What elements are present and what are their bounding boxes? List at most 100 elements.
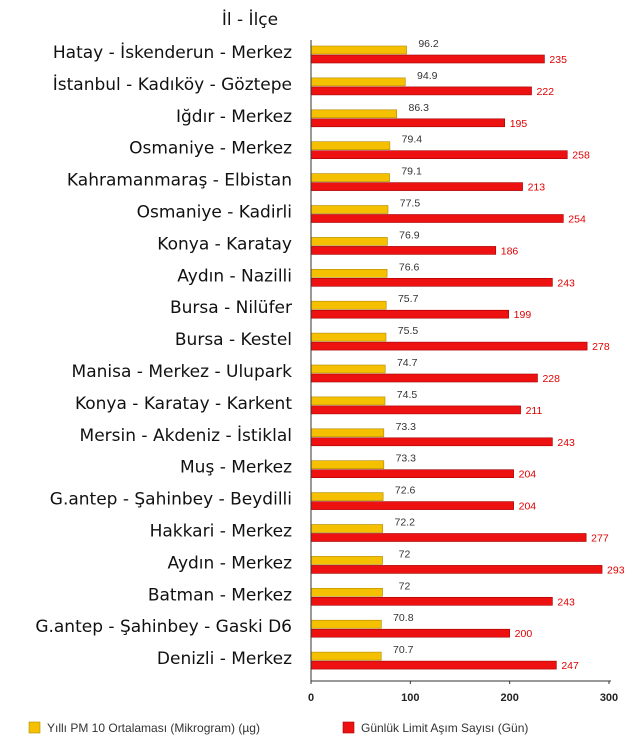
value-label-exceedance: 293 <box>607 564 625 576</box>
x-tick-label: 100 <box>401 692 419 704</box>
category-label: Hakkari - Merkez <box>150 522 292 542</box>
bar-exceedance <box>310 501 514 510</box>
bar-pm10 <box>310 460 385 470</box>
bar-pm10 <box>310 109 398 119</box>
value-label-exceedance: 204 <box>519 469 537 481</box>
bar-exceedance <box>310 405 521 415</box>
bar-pm10 <box>310 619 382 629</box>
bar-pm10 <box>310 492 384 501</box>
value-label-exceedance: 235 <box>549 54 567 66</box>
value-label-pm10: 76.9 <box>399 229 420 241</box>
x-tick-label: 0 <box>308 692 314 704</box>
value-label-exceedance: 199 <box>514 309 532 321</box>
bar-pm10 <box>310 141 391 150</box>
bar-pm10 <box>310 396 386 406</box>
value-label-pm10: 73.3 <box>396 421 417 433</box>
category-label: Kahramanmaraş - Elbistan <box>67 171 292 191</box>
bar-pm10 <box>310 77 406 87</box>
value-label-pm10: 96.2 <box>418 38 439 50</box>
legend: Yıllı PM 10 Ortalaması (Mikrogram) (µg) G… <box>28 721 528 735</box>
value-label-exceedance: 278 <box>592 341 610 353</box>
value-label-pm10: 72.6 <box>395 485 416 497</box>
category-header: İl - İlçe <box>222 9 278 30</box>
value-label-exceedance: 258 <box>572 150 590 162</box>
x-tick-label: 300 <box>600 692 618 704</box>
value-label-exceedance: 228 <box>542 373 560 385</box>
value-label-exceedance: 247 <box>561 660 579 672</box>
bar-pm10 <box>310 556 383 565</box>
category-label: Osmaniye - Kadirli <box>137 203 292 223</box>
bar-exceedance <box>310 150 568 159</box>
value-label-pm10: 74.5 <box>397 389 418 401</box>
value-label-exceedance: 186 <box>501 245 519 257</box>
value-label-pm10: 72 <box>399 580 411 592</box>
category-label: G.antep - Şahinbey - Beydilli <box>50 490 292 510</box>
bar-exceedance <box>310 54 545 64</box>
legend-label-exceedance: Günlük Limit Aşım Sayısı (Gün) <box>361 721 528 735</box>
value-label-pm10: 72.2 <box>394 517 415 529</box>
category-label: Aydın - Merkez <box>167 553 292 573</box>
legend-swatch-exceedance <box>342 721 355 734</box>
bar-pm10 <box>310 364 386 374</box>
category-label: Bursa - Kestel <box>175 330 292 350</box>
bar-pm10 <box>310 300 387 310</box>
value-label-pm10: 79.1 <box>401 166 422 178</box>
bar-exceedance <box>310 118 505 128</box>
bar-exceedance <box>310 309 509 319</box>
value-label-pm10: 77.5 <box>400 198 421 210</box>
bar-exceedance <box>310 214 564 223</box>
value-label-pm10: 75.7 <box>398 293 419 305</box>
bar-exceedance <box>310 86 532 96</box>
bar-pm10 <box>310 205 389 214</box>
bar-pm10 <box>310 173 390 182</box>
bar-exceedance <box>310 596 553 606</box>
value-label-exceedance: 243 <box>557 277 575 289</box>
legend-label-pm10: Yıllı PM 10 Ortalaması (Mikrogram) (µg) <box>47 721 260 735</box>
bar-pm10 <box>310 237 388 246</box>
category-label: Aydın - Nazilli <box>177 266 292 286</box>
category-label: Denizli - Merkez <box>157 649 292 669</box>
bar-exceedance <box>310 246 497 255</box>
bar-exceedance <box>310 182 523 191</box>
category-label: Bursa - Nilüfer <box>170 298 292 318</box>
bars-group <box>310 45 603 670</box>
category-label: Muş - Merkez <box>180 458 292 478</box>
value-label-exceedance: 243 <box>557 437 575 449</box>
value-label-pm10: 70.7 <box>393 644 414 656</box>
legend-swatch-pm10 <box>28 721 41 734</box>
category-label: Hatay - İskenderun - Merkez <box>53 42 292 63</box>
category-label: Mersin - Akdeniz - İstiklal <box>80 425 292 446</box>
bar-exceedance <box>310 533 587 542</box>
bar-pm10 <box>310 268 388 278</box>
value-label-pm10: 76.6 <box>399 261 420 273</box>
x-axis: 0 100 200 300 <box>308 40 618 704</box>
x-tick-label: 200 <box>500 692 518 704</box>
bar-pm10 <box>310 428 385 438</box>
category-labels: Hatay - İskenderun - Merkez İstanbul - Ka… <box>35 42 292 669</box>
bar-pm10 <box>310 524 384 533</box>
value-label-pm10: 79.4 <box>402 134 423 146</box>
category-label: Osmaniye - Merkez <box>129 139 292 159</box>
category-label: Batman - Merkez <box>148 585 292 605</box>
category-label: Konya - Karatay <box>157 234 292 254</box>
value-label-pm10: 74.7 <box>397 357 418 369</box>
value-labels: 96.2 235 94.9 222 86.3 195 79.4 258 79.1 213 77.5 2… <box>393 38 625 672</box>
value-label-exceedance: 213 <box>528 182 546 194</box>
value-label-pm10: 86.3 <box>409 102 430 114</box>
value-label-exceedance: 204 <box>519 501 537 513</box>
bar-exceedance <box>310 565 603 574</box>
value-label-exceedance: 254 <box>568 214 586 226</box>
category-label: İstanbul - Kadıköy - Göztepe <box>53 74 292 95</box>
value-label-pm10: 73.3 <box>396 453 417 465</box>
bar-pm10 <box>310 332 387 342</box>
value-label-exceedance: 222 <box>537 86 555 98</box>
bar-exceedance <box>310 437 553 447</box>
bar-pm10 <box>310 45 407 55</box>
value-label-exceedance: 195 <box>510 118 528 130</box>
bar-exceedance <box>310 373 538 383</box>
value-label-pm10: 72 <box>399 548 411 560</box>
value-label-pm10: 70.8 <box>393 612 414 624</box>
value-label-exceedance: 277 <box>591 533 609 545</box>
value-label-pm10: 94.9 <box>417 70 438 82</box>
value-label-exceedance: 200 <box>515 628 533 640</box>
